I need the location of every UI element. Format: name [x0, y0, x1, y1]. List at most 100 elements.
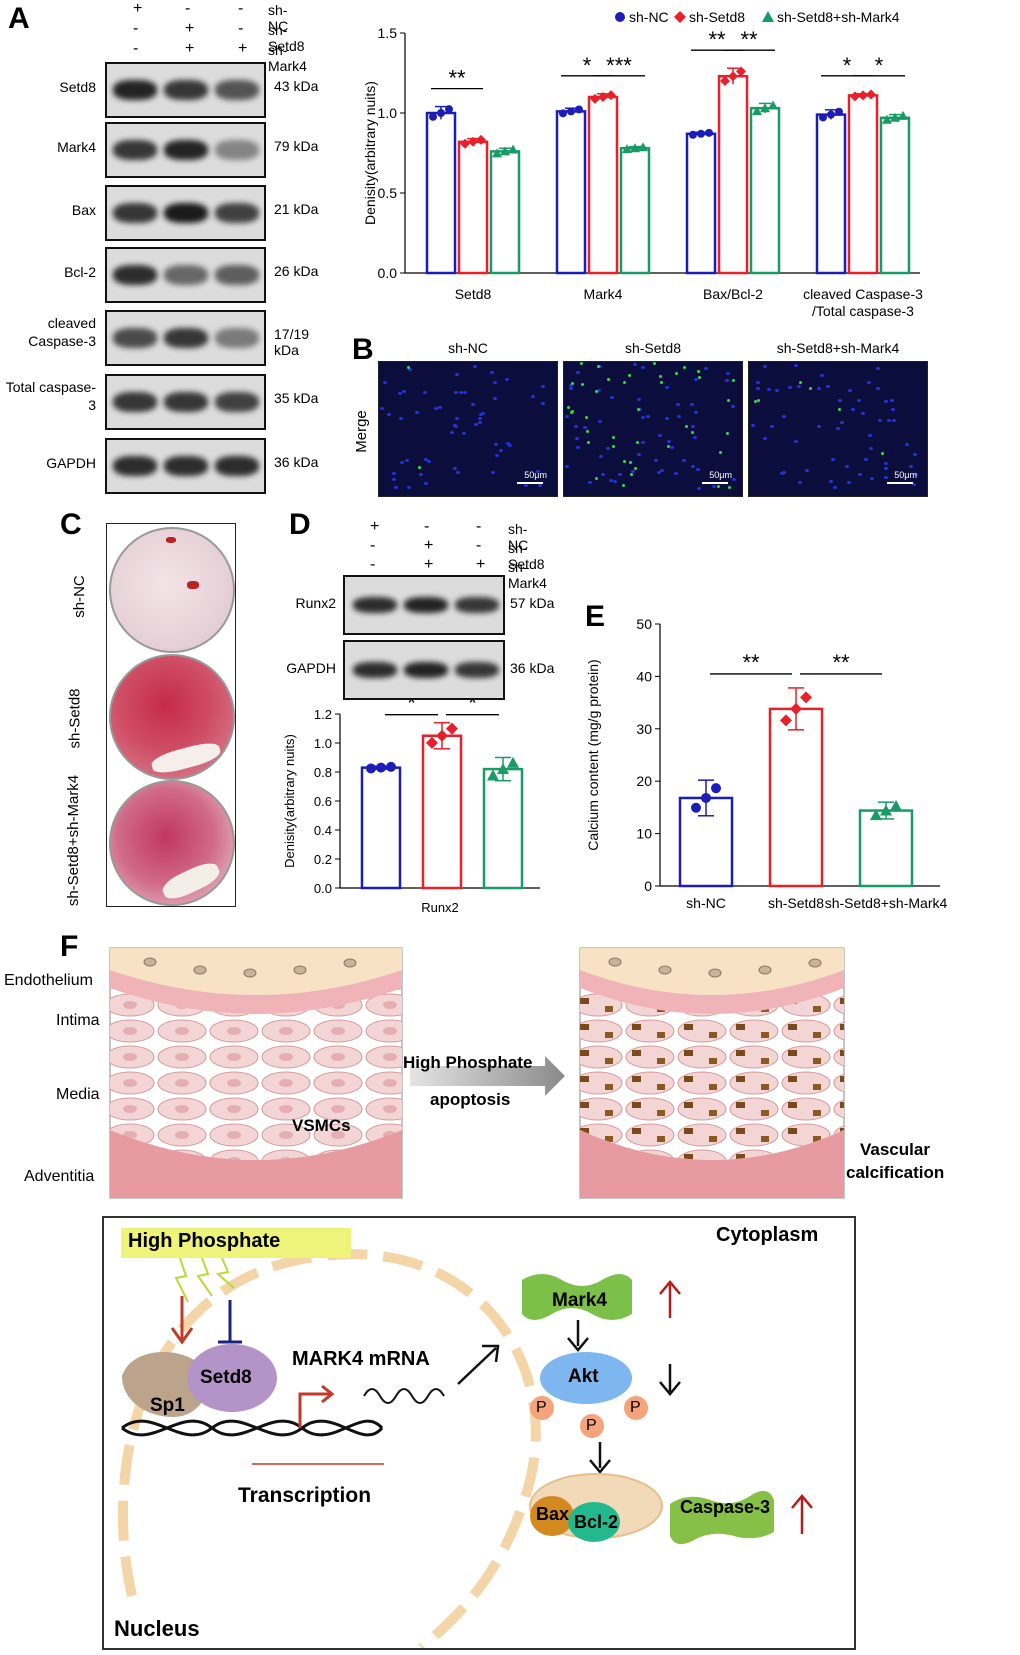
nucleus-dot — [694, 411, 698, 414]
nucleus-dot — [829, 480, 833, 483]
arrow-label-apoptosis: apoptosis — [430, 1090, 511, 1109]
tunel-dot — [629, 461, 632, 464]
scale-bar — [702, 482, 728, 484]
a-bar — [749, 106, 781, 275]
a-point — [697, 129, 705, 138]
nucleus-dot — [641, 366, 645, 369]
nucleus-dot — [763, 437, 767, 440]
blot-d-sign: - — [476, 518, 482, 535]
nucleus-dot — [797, 385, 801, 388]
a-point — [827, 110, 835, 119]
blot-a-condition-label: sh-NC — [268, 2, 289, 34]
nucleus-dot — [478, 417, 482, 420]
nucleus-dot — [508, 444, 512, 447]
nucleus-dot — [610, 396, 614, 399]
d-point — [426, 736, 438, 749]
nucleus-label: Nucleus — [114, 1616, 200, 1641]
nucleus-dot — [473, 365, 477, 368]
e-y-tick-label: 10 — [636, 826, 652, 842]
e-point — [870, 809, 882, 821]
nucleus-dot — [870, 477, 874, 480]
phospho-site-1 — [530, 1396, 554, 1420]
d-significance-label: * — [407, 700, 416, 716]
a-category-label: /Total caspase-3 — [812, 303, 914, 319]
tunel-dot — [726, 432, 729, 435]
nucleus-dot — [463, 391, 467, 394]
blot-a-protein-label: Total caspase-3 — [5, 379, 96, 413]
nucleus-dot — [817, 425, 821, 428]
layer-endothelium: Endothelium — [4, 972, 93, 989]
blot-a-kda-label: 17/19 kDa — [274, 326, 310, 358]
blot-a-protein-label: Setd8 — [59, 79, 96, 95]
a-category-label: Setd8 — [455, 286, 492, 302]
nucleus-dot — [691, 465, 695, 468]
a-bar — [489, 150, 521, 275]
nucleus-dot — [696, 468, 700, 471]
nucleus-dot — [775, 389, 779, 392]
tunel-dot — [698, 376, 701, 379]
blot-a-kda-label: 21 kDa — [274, 201, 319, 217]
a-point — [590, 93, 600, 104]
panel-label-f: F — [60, 930, 79, 963]
bcl2-label: Bcl-2 — [574, 1512, 619, 1532]
nucleus-dot — [756, 381, 760, 384]
nucleus-dot — [690, 403, 694, 406]
blot-band — [215, 140, 259, 160]
panel-label-e: E — [585, 600, 606, 633]
akt-down-arrow-icon — [659, 1364, 681, 1396]
nucleus-dot — [450, 431, 454, 434]
blot-a-sign: - — [133, 40, 139, 57]
blot-band — [113, 203, 157, 223]
e-point — [701, 792, 711, 803]
a-point — [720, 76, 730, 86]
blot-band — [164, 328, 208, 348]
a-point — [752, 106, 762, 116]
nucleus-dot — [913, 453, 917, 456]
transcription-start-icon — [298, 1384, 335, 1428]
blot-d-kda-label: 57 kDa — [510, 595, 555, 611]
a-point — [835, 107, 843, 116]
panel-label-c: C — [60, 508, 82, 541]
e-point — [780, 714, 792, 727]
d-point — [376, 762, 386, 773]
nucleus-dot — [909, 465, 913, 468]
bcl2-shape — [568, 1502, 620, 1542]
nucleus-dot — [845, 465, 849, 468]
nucleus-dot — [646, 415, 650, 418]
tunel-dot — [634, 467, 637, 470]
tunel-dot — [697, 370, 700, 373]
nucleus-dot — [424, 458, 428, 461]
a-point — [882, 114, 892, 124]
panel-b-title: sh-Setd8 — [624, 340, 682, 356]
nucleus-dot — [884, 400, 888, 403]
outcome-line1: Vascular — [860, 1140, 930, 1159]
e-point — [880, 804, 892, 816]
nucleus-dot — [665, 386, 669, 389]
a-point — [705, 128, 713, 137]
tunel-dot — [754, 400, 757, 403]
blot-strip — [105, 62, 266, 118]
arrow-akt-mito-icon — [589, 1442, 611, 1474]
tunel-dot — [728, 486, 731, 489]
tunel-dot — [595, 390, 598, 393]
nucleus-dot — [833, 486, 837, 489]
tunel-dot — [685, 425, 688, 428]
layer-adventitia: Adventitia — [24, 1168, 95, 1185]
a-point — [500, 146, 510, 156]
chart-a: 0.0 0.5 1.0 1.5 Denisity(arbitrary nuits) Set… — [362, 9, 923, 319]
mark4-label: Mark4 — [552, 1290, 607, 1311]
tunel-dot — [623, 381, 626, 384]
a-y-tick-label: 0.5 — [378, 185, 398, 201]
progression-arrow — [410, 1056, 565, 1096]
tunel-dot — [571, 382, 574, 385]
vessel-diagram — [109, 947, 845, 1199]
tunel-dot — [570, 411, 573, 414]
a-point — [437, 109, 445, 117]
nucleus-dot — [392, 472, 396, 475]
blot-d-sign: + — [424, 537, 434, 554]
blot-a-protein-label: Mark4 — [57, 139, 96, 155]
nucleus-dot — [499, 449, 503, 452]
nucleus-dot — [891, 408, 895, 411]
e-point — [800, 691, 812, 704]
nucleus-dot — [599, 455, 603, 458]
